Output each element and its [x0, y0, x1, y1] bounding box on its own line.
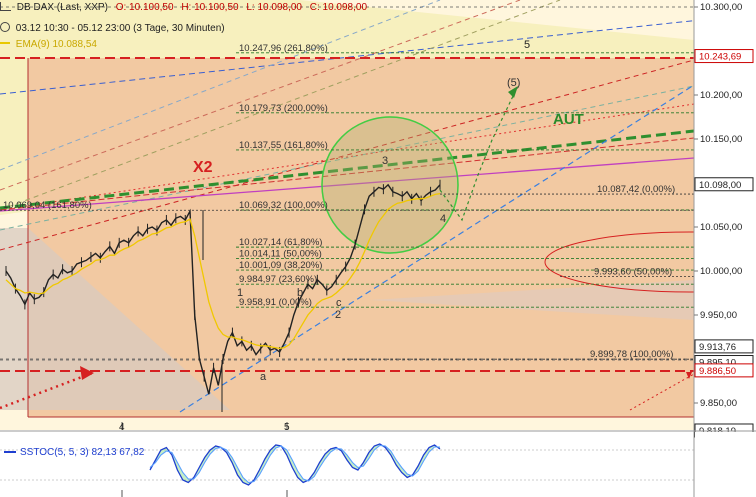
salmon-dashed-upper — [0, 0, 521, 191]
osc-axis-background — [695, 432, 756, 496]
fib-level-label: 9.984,97 (23,60%) — [239, 274, 317, 285]
high-value: H: 10.100,50 — [181, 2, 239, 13]
olive-dashed-upper — [0, 0, 561, 211]
red-dotted-arrow — [0, 370, 96, 410]
projection-arrow-head — [508, 86, 518, 98]
price-tag-box — [694, 339, 754, 354]
time-range: 03.12 10:30 - 05.12 23:00 (3 Tage, 30 Mi… — [15, 23, 225, 34]
price-tag-label: 10.243,69 — [699, 52, 741, 63]
highlight-circle-outline — [321, 116, 459, 254]
red-dashed-fan-1 — [0, 59, 694, 251]
price-tag-label: 9.895,10 — [699, 358, 736, 369]
price-tag-label: 10.098,00 — [699, 180, 741, 191]
blue-dashed-support — [179, 84, 694, 413]
open-value: O: 10.100,50 — [115, 2, 174, 13]
chart-icon — [0, 2, 11, 11]
retracement-level-label: 9.899,78 (100,00%) — [590, 349, 673, 360]
price-tag-label: 9.886,50 — [699, 366, 736, 377]
price-tag-box — [694, 49, 754, 64]
chart-header-row-1: DB DAX (Last, XXP) O: 10.100,50 H: 10.10… — [0, 2, 372, 13]
wave-annotation: 4 — [440, 213, 446, 225]
y-tick-label: 10.000,00 — [700, 266, 742, 277]
stoch-k-line — [149, 443, 441, 486]
chart-header-row-3: EMA(9) 10.088,54 — [0, 39, 102, 50]
fib-level-label: 10.027,14 (61,80%) — [239, 237, 322, 248]
lower-wedge — [0, 228, 230, 410]
y-tick-label: 10.150,00 — [700, 134, 742, 145]
ema-swatch — [0, 42, 10, 44]
retracement-level-label: 10.069,04 (161,80%) — [3, 200, 92, 211]
wave-annotation: a — [260, 371, 267, 383]
fib-level-label: 10.069,32 (100,00%) — [239, 200, 328, 211]
wave-annotation: 1 — [237, 287, 243, 299]
fib-level-label: 10.137,55 (161,80%) — [239, 140, 328, 151]
fib-level-label: 9.958,91 (0,00%) — [239, 297, 312, 308]
price-tag-box — [694, 363, 754, 378]
y-tick-label: 10.050,00 — [700, 222, 742, 233]
chart-header-row-2: 03.12 10:30 - 05.12 23:00 (3 Tage, 30 Mi… — [0, 22, 230, 34]
price-tag-label: 9.913,76 — [699, 342, 736, 353]
red-dotted-right — [629, 373, 694, 411]
wave-annotation: b — [297, 287, 303, 299]
lower-right-wedge — [370, 280, 694, 320]
fib-level-label: 10.179,73 (200,00%) — [239, 103, 328, 114]
teal-dashed-fan — [0, 85, 694, 231]
x-tick-label: 5 — [284, 422, 290, 433]
ema-line — [5, 192, 441, 350]
y-tick-label: 10.200,00 — [700, 90, 742, 101]
retracement-level-label: 9.993,60 (50,00%) — [594, 267, 672, 278]
wave-annotation: 2 — [335, 309, 341, 321]
fib-level-label: 10.247,96 (261,80%) — [239, 43, 328, 54]
close-value: C: 10.098,00 — [309, 2, 368, 13]
price-tag-box — [694, 177, 754, 192]
projection-path — [439, 93, 515, 222]
fib-level-label: 10.014,11 (50,00%) — [239, 249, 322, 260]
wave-annotation: c — [336, 297, 342, 309]
wave-annotation: (5) — [507, 77, 520, 89]
low-value: L: 10.098,00 — [246, 2, 302, 13]
wave-annotation: X2 — [193, 159, 213, 176]
wave-annotation: 3 — [382, 155, 388, 167]
green-bold-dashed — [0, 129, 694, 210]
wave-annotation: AUT — [553, 111, 584, 128]
fib-level-label: 10.001,09 (38,20%) — [239, 260, 322, 271]
oscillator-background — [0, 432, 694, 494]
ema-legend: EMA(9) 10.088,54 — [15, 39, 97, 50]
magenta-line — [0, 157, 694, 212]
wave-annotation: 5 — [524, 39, 530, 51]
x-tick-label: 4 — [119, 422, 125, 433]
y-tick-label: 10.300,00 — [700, 2, 742, 13]
target-ellipse — [544, 231, 694, 293]
stoch-d-line — [149, 444, 440, 484]
clock-icon — [0, 22, 10, 32]
support-marker — [686, 372, 692, 379]
retracement-level-label: 10.087,42 (0,00%) — [597, 184, 675, 195]
stoch-legend: SSTOC(5, 5, 3) 82,13 67,82 — [20, 447, 145, 458]
y-tick-label: 9.950,00 — [700, 310, 737, 321]
instrument-name: DB DAX (Last, XXP) — [16, 2, 108, 13]
steel-dashed-upper — [0, 0, 441, 171]
y-tick-label: 9.850,00 — [700, 398, 737, 409]
red-dotted-fan — [0, 103, 694, 211]
red-arrow-head — [80, 366, 94, 380]
